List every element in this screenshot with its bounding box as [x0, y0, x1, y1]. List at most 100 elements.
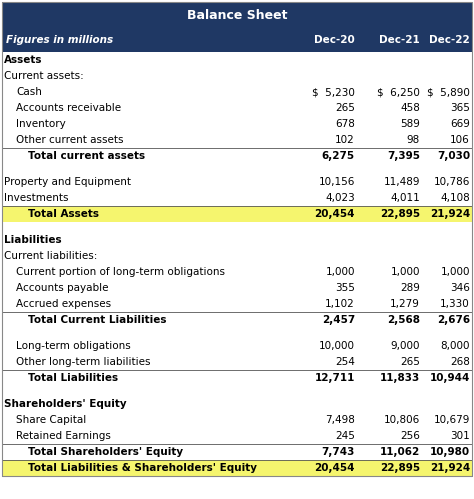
Text: Figures in millions: Figures in millions	[6, 35, 113, 45]
Text: $  5,890: $ 5,890	[427, 87, 470, 97]
Bar	[2, 428, 472, 444]
Text: Total Shareholders' Equity: Total Shareholders' Equity	[28, 447, 183, 457]
Text: 678: 678	[335, 119, 355, 129]
Bar	[2, 248, 472, 264]
Text: Total Liabilities & Shareholders' Equity: Total Liabilities & Shareholders' Equity	[28, 463, 257, 473]
Text: Inventory: Inventory	[16, 119, 66, 129]
Bar	[2, 444, 472, 460]
Bar	[2, 28, 472, 52]
Text: 12,711: 12,711	[315, 373, 355, 383]
Text: Current portion of long-term obligations: Current portion of long-term obligations	[16, 267, 225, 277]
Text: 4,023: 4,023	[325, 193, 355, 203]
Bar	[2, 206, 472, 222]
Text: Accounts payable: Accounts payable	[16, 283, 109, 293]
Text: Dec-20: Dec-20	[314, 35, 355, 45]
Text: 10,679: 10,679	[434, 415, 470, 425]
Text: 20,454: 20,454	[315, 463, 355, 473]
Text: 11,833: 11,833	[380, 373, 420, 383]
Text: 7,498: 7,498	[325, 415, 355, 425]
Text: 9,000: 9,000	[391, 341, 420, 351]
Text: Total Current Liabilities: Total Current Liabilities	[28, 315, 166, 325]
Text: Accrued expenses: Accrued expenses	[16, 299, 111, 309]
Bar	[2, 338, 472, 354]
Text: 102: 102	[335, 135, 355, 145]
Bar	[2, 100, 472, 116]
Bar	[2, 396, 472, 412]
Text: 346: 346	[450, 283, 470, 293]
Text: 21,924: 21,924	[430, 463, 470, 473]
Text: Retained Earnings: Retained Earnings	[16, 431, 111, 441]
Text: 289: 289	[400, 283, 420, 293]
Text: 10,806: 10,806	[384, 415, 420, 425]
Text: 301: 301	[450, 431, 470, 441]
Text: 1,279: 1,279	[390, 299, 420, 309]
Text: Shareholders' Equity: Shareholders' Equity	[4, 399, 127, 409]
Bar	[2, 164, 472, 174]
Text: 6,275: 6,275	[322, 151, 355, 161]
Text: 365: 365	[450, 103, 470, 113]
Text: 268: 268	[450, 357, 470, 367]
Bar	[2, 190, 472, 206]
Text: Other long-term liabilities: Other long-term liabilities	[16, 357, 151, 367]
Bar	[2, 232, 472, 248]
Bar	[2, 328, 472, 338]
Bar	[2, 354, 472, 370]
Text: Liabilities: Liabilities	[4, 235, 62, 245]
Text: 11,489: 11,489	[383, 177, 420, 187]
Text: 245: 245	[335, 431, 355, 441]
Text: Balance Sheet: Balance Sheet	[187, 8, 287, 21]
Text: Share Capital: Share Capital	[16, 415, 86, 425]
Text: Current liabilities:: Current liabilities:	[4, 251, 97, 261]
Text: 2,568: 2,568	[387, 315, 420, 325]
Text: 589: 589	[400, 119, 420, 129]
Text: Current assets:: Current assets:	[4, 71, 84, 81]
Text: 7,395: 7,395	[387, 151, 420, 161]
Bar	[2, 174, 472, 190]
Text: 2,676: 2,676	[437, 315, 470, 325]
Text: 1,102: 1,102	[325, 299, 355, 309]
Text: Investments: Investments	[4, 193, 69, 203]
Text: 7,743: 7,743	[322, 447, 355, 457]
Bar	[2, 84, 472, 100]
Text: 22,895: 22,895	[380, 463, 420, 473]
Text: Cash: Cash	[16, 87, 42, 97]
Bar	[2, 52, 472, 68]
Text: 1,000: 1,000	[391, 267, 420, 277]
Text: Dec-22: Dec-22	[429, 35, 470, 45]
Text: Assets: Assets	[4, 55, 43, 65]
Text: 256: 256	[400, 431, 420, 441]
Text: 20,454: 20,454	[315, 209, 355, 219]
Text: $  5,230: $ 5,230	[312, 87, 355, 97]
Text: 22,895: 22,895	[380, 209, 420, 219]
Text: 106: 106	[450, 135, 470, 145]
Text: Total current assets: Total current assets	[28, 151, 145, 161]
Text: 669: 669	[450, 119, 470, 129]
Bar	[2, 280, 472, 296]
Bar	[2, 296, 472, 312]
Text: 2,457: 2,457	[322, 315, 355, 325]
Bar	[2, 116, 472, 132]
Text: 10,944: 10,944	[429, 373, 470, 383]
Text: 7,030: 7,030	[437, 151, 470, 161]
Text: Other current assets: Other current assets	[16, 135, 124, 145]
Text: 4,011: 4,011	[390, 193, 420, 203]
Text: Long-term obligations: Long-term obligations	[16, 341, 131, 351]
Bar	[2, 148, 472, 164]
Text: 98: 98	[407, 135, 420, 145]
Text: 265: 265	[400, 357, 420, 367]
Text: 254: 254	[335, 357, 355, 367]
Text: 1,000: 1,000	[440, 267, 470, 277]
Text: 10,980: 10,980	[430, 447, 470, 457]
Text: Total Assets: Total Assets	[28, 209, 99, 219]
Text: Accounts receivable: Accounts receivable	[16, 103, 121, 113]
Bar	[2, 2, 472, 28]
Bar	[2, 386, 472, 396]
Text: 458: 458	[400, 103, 420, 113]
Text: $  6,250: $ 6,250	[377, 87, 420, 97]
Text: Total Liabilities: Total Liabilities	[28, 373, 118, 383]
Text: 265: 265	[335, 103, 355, 113]
Bar	[2, 312, 472, 328]
Text: 10,000: 10,000	[319, 341, 355, 351]
Bar	[2, 370, 472, 386]
Bar	[2, 132, 472, 148]
